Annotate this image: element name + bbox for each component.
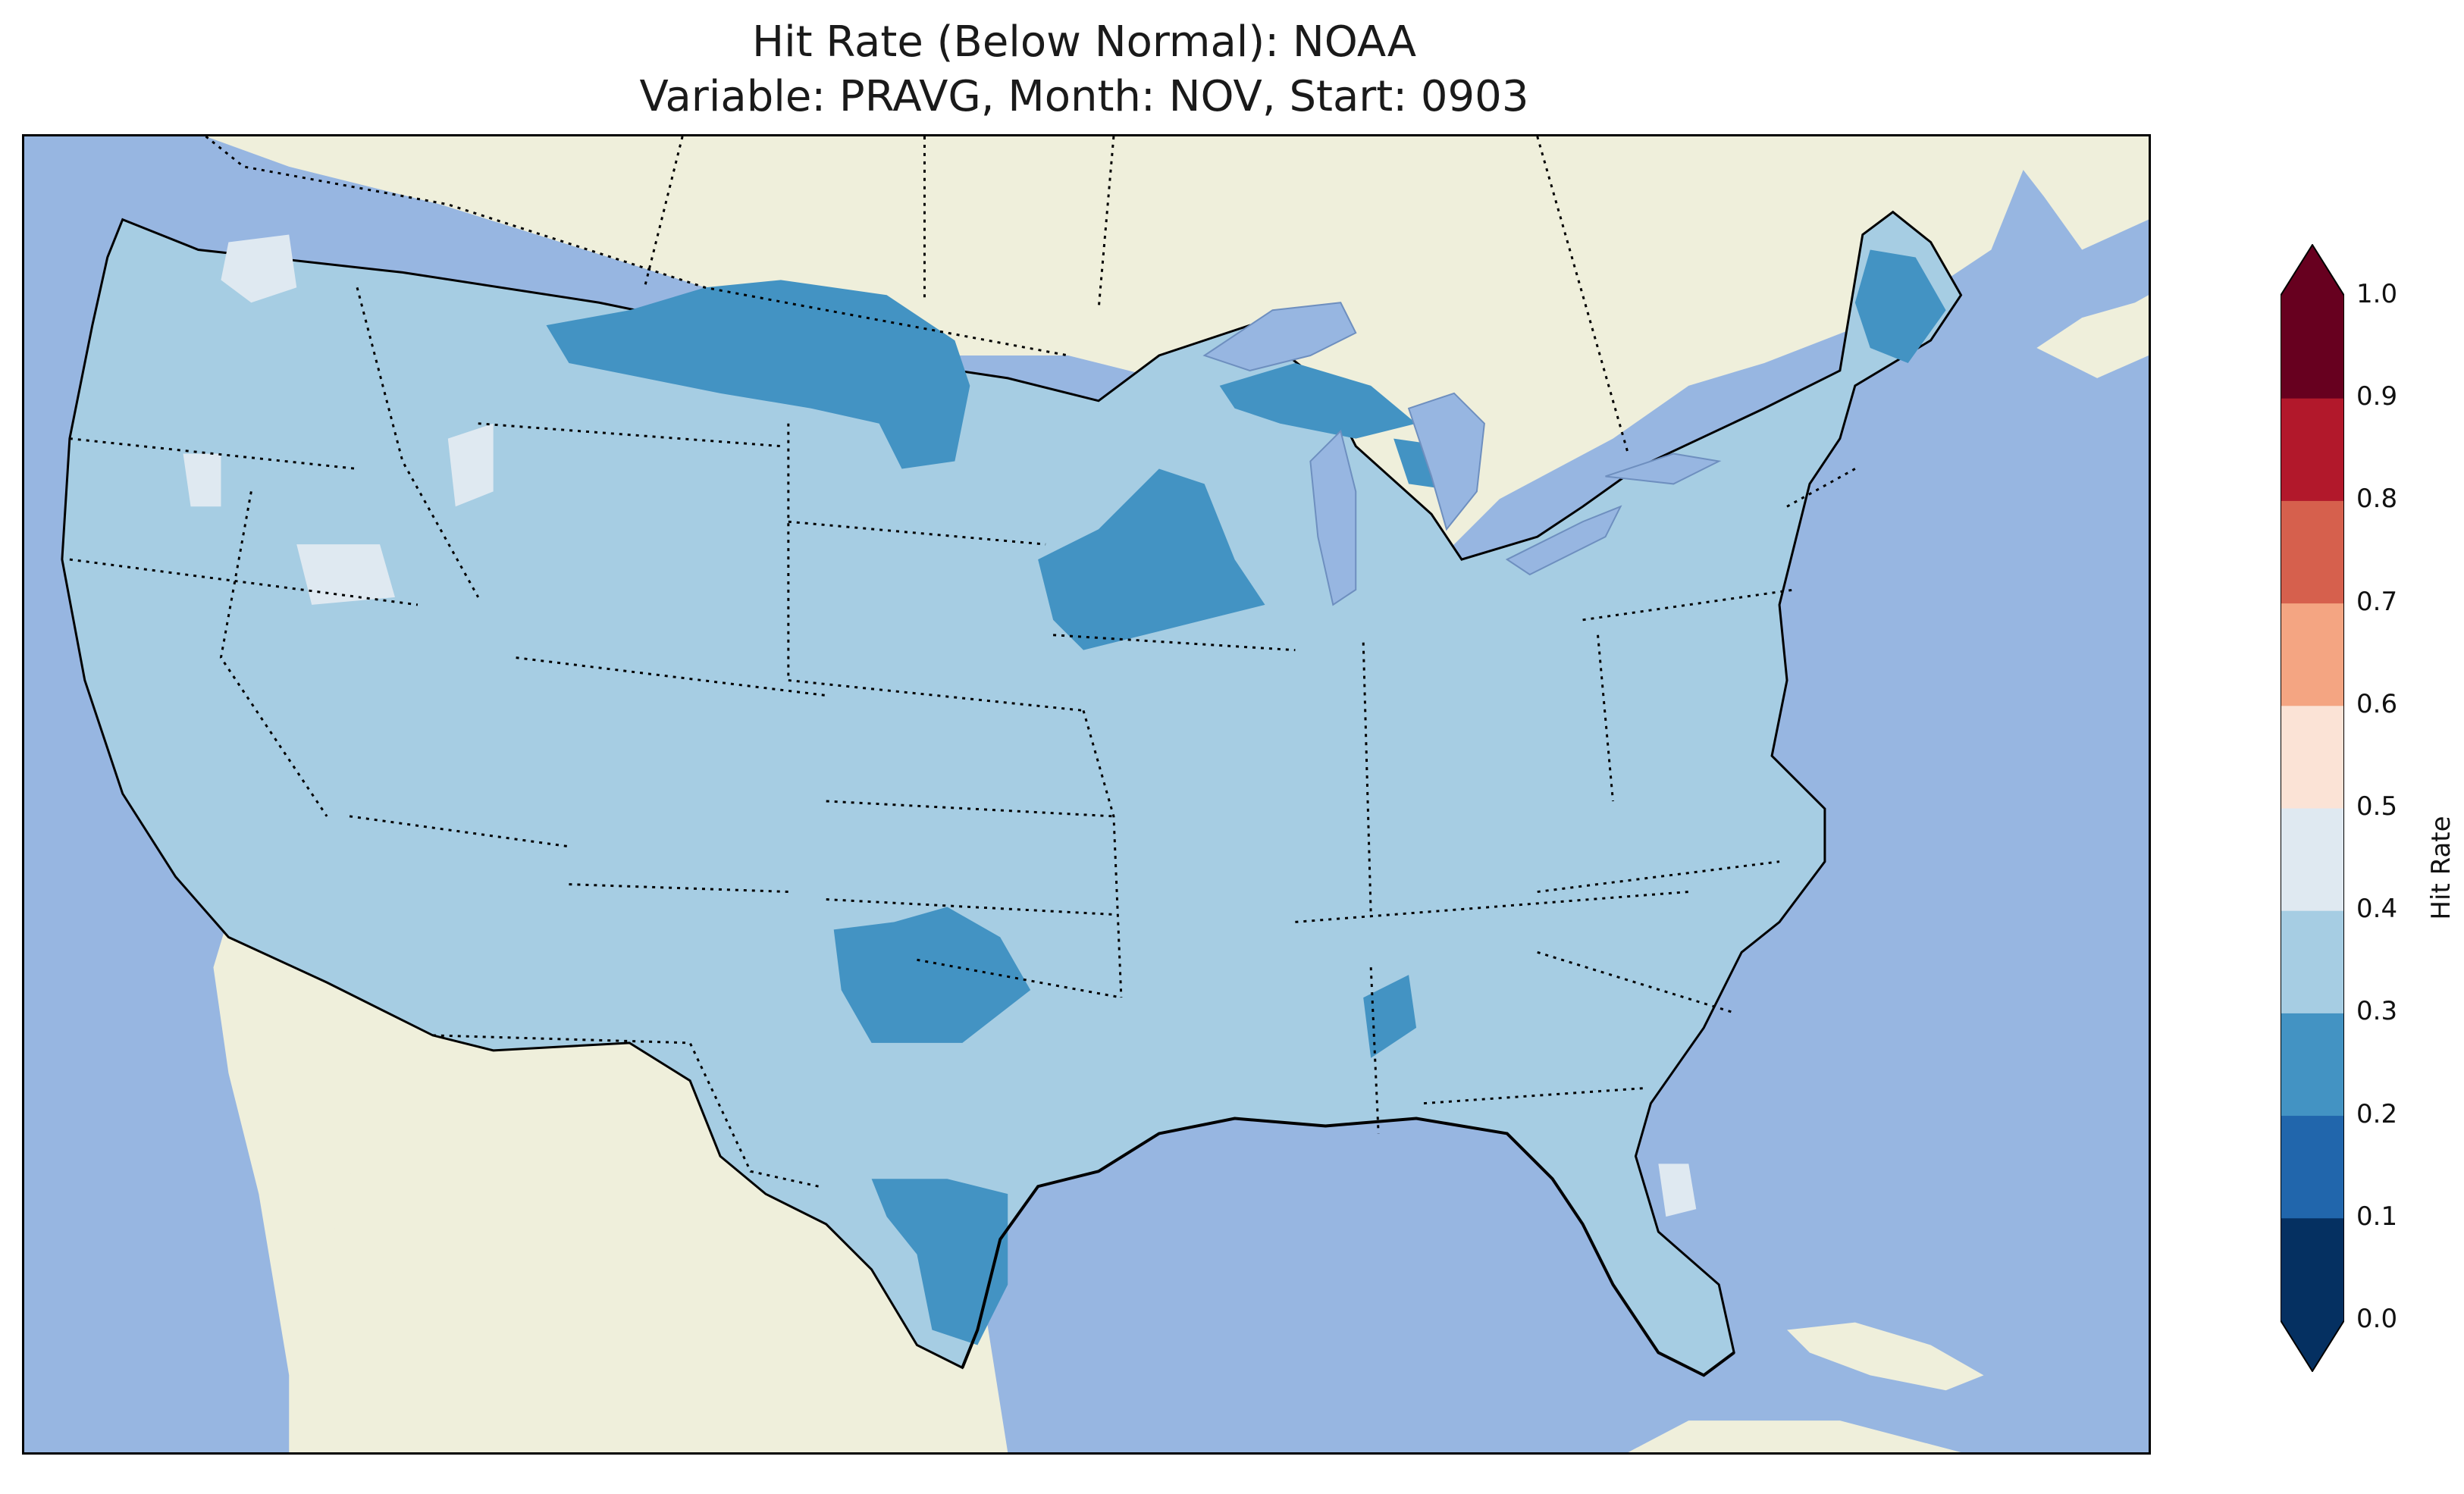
cuba-island [1787, 1322, 1984, 1391]
title-line-2: Variable: PRAVG, Month: NOV, Start: 0903 [639, 72, 1529, 121]
colorbar-band [2281, 705, 2344, 809]
colorbar-band [2281, 1115, 2344, 1219]
border-nd-sd [788, 520, 1046, 546]
lake-michigan [1309, 429, 1357, 606]
border-nv-ca [219, 491, 328, 817]
border-mo [1082, 709, 1123, 998]
south-land [1628, 1420, 1961, 1452]
state-borders [69, 136, 1856, 1188]
low-region-texas-oklahoma [833, 907, 1031, 1043]
low-region-upper-michigan [1219, 362, 1417, 439]
colorbar-tick-label: 0.6 [2356, 688, 2398, 719]
border-oh-pa [1597, 634, 1615, 802]
us-hit-rate-map [24, 136, 2149, 1452]
high-region-washington [221, 234, 297, 303]
border-ok-tx [917, 958, 1122, 999]
great-lakes [1202, 302, 1722, 606]
lake-superior [1202, 302, 1357, 371]
border-or-ca-nv [69, 558, 419, 606]
colorbar-extend-max [2281, 244, 2344, 296]
border-ne-ks [826, 800, 1114, 818]
colorbar-band [2281, 296, 2344, 399]
border-co-nm [569, 883, 788, 894]
colorbar-tick-label: 0.9 [2356, 381, 2398, 412]
colorbar-tick-label: 0.0 [2356, 1304, 2398, 1334]
border-il-in [1362, 642, 1372, 915]
lake-huron [1407, 392, 1485, 531]
colorbar-tick-label: 0.8 [2356, 484, 2398, 515]
border-mt-wy [478, 422, 781, 448]
high-region-nevada [296, 544, 395, 605]
title-line-1: Hit Rate (Below Normal): NOAA [751, 17, 1417, 67]
low-region-alabama [1363, 975, 1417, 1058]
map-panel [22, 134, 2151, 1455]
border-ga-fl [1423, 1087, 1644, 1105]
low-region-maine [1854, 249, 1946, 363]
colorbar-band [2281, 1013, 2344, 1117]
border-mn-ia [1053, 634, 1296, 652]
colorbar-tick-label: 0.4 [2356, 894, 2398, 925]
border-ut-az [349, 815, 569, 848]
colorbar-band [2281, 910, 2344, 1013]
colorbar-band [2281, 1217, 2344, 1321]
high-hit-rate-regions [183, 234, 1697, 1217]
high-region-idaho [447, 423, 494, 507]
colorbar-tick-label: 0.7 [2356, 586, 2398, 617]
low-region-south-texas [871, 1179, 1008, 1345]
border-id [356, 287, 480, 598]
colorbar-tick-label: 0.5 [2356, 791, 2398, 822]
border-us-mexico [432, 1034, 820, 1188]
border-pa-ny [1582, 588, 1795, 622]
border-us-canada [205, 136, 1069, 357]
canada-land-south [205, 136, 2037, 560]
colorbar-extend-min [2281, 1320, 2344, 1372]
border-nc-sc [1537, 951, 1735, 1014]
baja-peninsula [266, 960, 448, 1376]
gulf-coastline [961, 1117, 1735, 1377]
border-ks-ok [826, 898, 1114, 916]
hit-rate-colorbar [2281, 244, 2344, 1372]
low-region-minnesota [1038, 468, 1265, 650]
colorbar-tick-label: 0.3 [2356, 996, 2398, 1027]
low-hit-rate-regions [546, 249, 1946, 1345]
colorbar-tick-label: 0.1 [2356, 1201, 2398, 1232]
colorbar-tick-label: 1.0 [2356, 279, 2398, 309]
conus-hit-rate-base [61, 210, 1963, 1377]
high-region-northern-california [183, 453, 221, 507]
low-region-montana-dakota [546, 280, 970, 469]
colorbar-tick-label: 0.2 [2356, 1098, 2398, 1129]
colorbar-outline [2281, 244, 2344, 1372]
colorbar-band [2281, 500, 2344, 604]
high-region-florida [1658, 1164, 1697, 1217]
colorbar-band [2281, 808, 2344, 911]
lake-erie [1505, 505, 1622, 576]
lake-ontario [1605, 453, 1722, 485]
nova-scotia-land [2036, 295, 2149, 378]
border-ms-al [1369, 967, 1380, 1134]
map-title: Hit Rate (Below Normal): NOAA Variable: … [0, 15, 2168, 124]
colorbar-band [2281, 398, 2344, 501]
colorbar-label: Hit Rate [2426, 816, 2456, 920]
border-canada-provinces [643, 136, 1629, 454]
border-wy-co [516, 656, 826, 697]
colorbar-band [2281, 603, 2344, 706]
